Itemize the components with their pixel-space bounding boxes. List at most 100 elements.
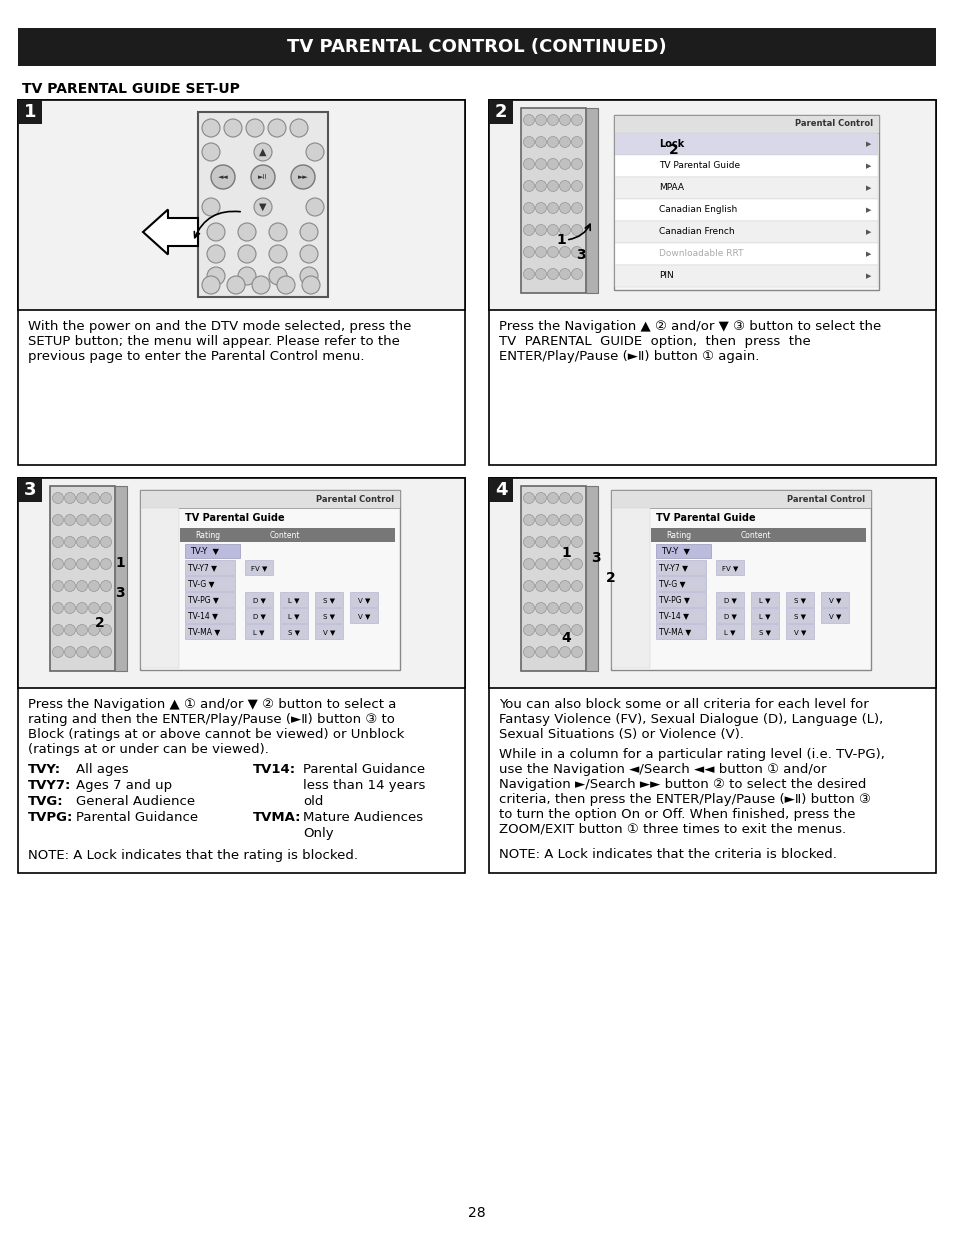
- Circle shape: [89, 625, 99, 636]
- Text: S ▼: S ▼: [759, 629, 770, 635]
- Bar: [245, 559, 273, 576]
- Circle shape: [246, 119, 264, 137]
- Text: FV ▼: FV ▼: [721, 564, 738, 571]
- Text: D ▼: D ▼: [722, 597, 736, 603]
- Text: ▶: ▶: [864, 228, 870, 235]
- Bar: [18, 478, 464, 688]
- Circle shape: [52, 558, 64, 569]
- Text: TVY7:: TVY7:: [28, 779, 71, 792]
- Circle shape: [547, 137, 558, 147]
- Text: FV ▼: FV ▼: [251, 564, 267, 571]
- Bar: [314, 608, 343, 622]
- Circle shape: [523, 180, 534, 191]
- Circle shape: [52, 625, 64, 636]
- Circle shape: [571, 646, 582, 657]
- Circle shape: [558, 493, 570, 504]
- Circle shape: [558, 268, 570, 279]
- Bar: [656, 624, 705, 638]
- Text: Rating: Rating: [665, 531, 690, 540]
- Circle shape: [202, 198, 220, 216]
- Text: TVG:: TVG:: [28, 795, 64, 808]
- Bar: [614, 115, 878, 290]
- Text: V ▼: V ▼: [322, 629, 335, 635]
- Text: 3: 3: [24, 480, 36, 499]
- Circle shape: [523, 580, 534, 592]
- Text: 2: 2: [95, 616, 105, 630]
- Bar: [489, 100, 513, 124]
- Text: TV Parental Guide: TV Parental Guide: [656, 513, 755, 522]
- Circle shape: [253, 143, 272, 161]
- Circle shape: [89, 580, 99, 592]
- Circle shape: [276, 275, 294, 294]
- Text: Canadian English: Canadian English: [659, 205, 737, 215]
- Circle shape: [291, 165, 314, 189]
- Circle shape: [269, 224, 287, 241]
- Circle shape: [523, 515, 534, 526]
- Circle shape: [237, 224, 255, 241]
- Text: D ▼: D ▼: [722, 613, 736, 619]
- Circle shape: [535, 580, 546, 592]
- Bar: [18, 100, 42, 124]
- Bar: [18, 100, 464, 466]
- Text: S ▼: S ▼: [793, 597, 805, 603]
- Bar: [615, 199, 877, 221]
- Circle shape: [535, 203, 546, 214]
- Circle shape: [547, 115, 558, 126]
- Circle shape: [535, 515, 546, 526]
- Circle shape: [76, 603, 88, 614]
- Bar: [785, 624, 813, 638]
- Circle shape: [571, 158, 582, 169]
- Bar: [115, 487, 127, 671]
- Text: TV PARENTAL CONTROL (CONTINUED): TV PARENTAL CONTROL (CONTINUED): [287, 38, 666, 56]
- Text: TV PARENTAL GUIDE SET-UP: TV PARENTAL GUIDE SET-UP: [22, 82, 239, 96]
- Circle shape: [52, 646, 64, 657]
- Circle shape: [523, 536, 534, 547]
- Text: While in a column for a particular rating level (i.e. TV-PG),
use the Navigation: While in a column for a particular ratin…: [498, 748, 884, 836]
- Text: S ▼: S ▼: [323, 613, 335, 619]
- Circle shape: [76, 580, 88, 592]
- Bar: [656, 592, 705, 606]
- Bar: [656, 608, 705, 622]
- Text: S ▼: S ▼: [323, 597, 335, 603]
- Circle shape: [547, 603, 558, 614]
- Bar: [185, 608, 234, 622]
- Bar: [520, 107, 585, 293]
- Bar: [615, 133, 877, 156]
- Circle shape: [558, 203, 570, 214]
- Circle shape: [224, 119, 242, 137]
- Bar: [245, 592, 273, 606]
- Circle shape: [558, 558, 570, 569]
- Circle shape: [76, 493, 88, 504]
- Text: L ▼: L ▼: [288, 597, 299, 603]
- Bar: [615, 177, 877, 199]
- Text: TV Parental Guide: TV Parental Guide: [659, 162, 740, 170]
- Circle shape: [89, 493, 99, 504]
- Circle shape: [100, 493, 112, 504]
- Bar: [785, 592, 813, 606]
- Bar: [615, 266, 877, 287]
- Circle shape: [65, 536, 75, 547]
- Text: Content: Content: [740, 531, 771, 540]
- Text: TV-G ▼: TV-G ▼: [659, 579, 685, 589]
- Text: 1: 1: [24, 103, 36, 121]
- Bar: [185, 559, 234, 576]
- Text: 2: 2: [605, 571, 616, 585]
- Bar: [612, 508, 649, 668]
- Bar: [750, 624, 779, 638]
- Text: ▶: ▶: [864, 141, 870, 147]
- Text: V ▼: V ▼: [793, 629, 805, 635]
- Text: TV-Y7 ▼: TV-Y7 ▼: [188, 563, 216, 573]
- Circle shape: [100, 625, 112, 636]
- Text: 1: 1: [556, 233, 565, 247]
- Text: TV-Y  ▼: TV-Y ▼: [190, 547, 219, 556]
- Circle shape: [269, 245, 287, 263]
- Circle shape: [65, 558, 75, 569]
- Text: 28: 28: [468, 1207, 485, 1220]
- Text: ▶: ▶: [864, 251, 870, 257]
- Circle shape: [547, 158, 558, 169]
- Circle shape: [535, 646, 546, 657]
- Text: Press the Navigation ▲ ② and/or ▼ ③ button to select the
TV  PARENTAL  GUIDE  op: Press the Navigation ▲ ② and/or ▼ ③ butt…: [498, 320, 881, 363]
- Circle shape: [571, 536, 582, 547]
- Circle shape: [65, 625, 75, 636]
- Bar: [245, 608, 273, 622]
